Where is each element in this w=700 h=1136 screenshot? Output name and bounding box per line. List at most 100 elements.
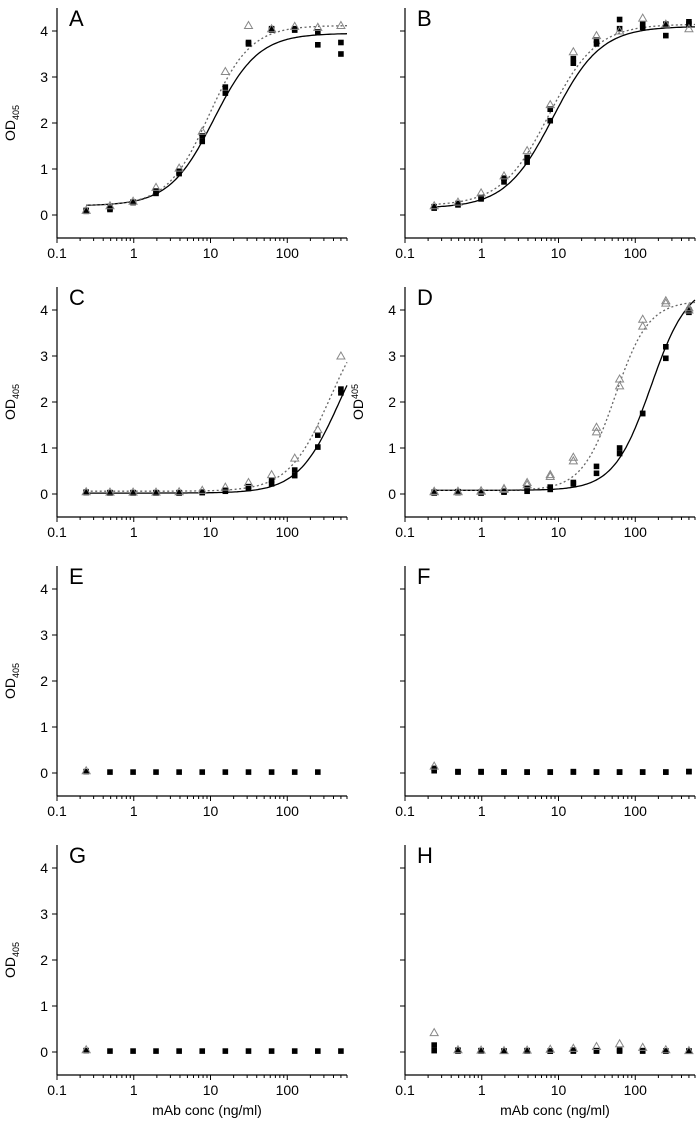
data-point-square — [315, 444, 321, 450]
data-point-square — [315, 1048, 321, 1054]
fit-curve-dotted — [434, 301, 696, 491]
data-point-square — [431, 489, 437, 495]
data-point-square — [83, 768, 89, 775]
y-tick-label: 2 — [388, 394, 396, 410]
x-tick-label: 100 — [276, 245, 300, 261]
data-point-triangle — [453, 197, 463, 206]
x-axis-label: mAb conc (ng/ml) — [152, 1102, 262, 1118]
y-tick-label: 3 — [40, 348, 48, 364]
data-point-square — [222, 90, 229, 96]
data-point-square — [547, 106, 554, 112]
fit-curve-solid — [434, 299, 696, 491]
data-point-square — [268, 1048, 275, 1054]
data-point-triangle — [660, 298, 671, 307]
data-point-square — [431, 1042, 437, 1048]
data-point-square — [570, 768, 577, 775]
y-tick-label: 1 — [388, 440, 396, 456]
data-point-triangle — [289, 453, 300, 462]
y-tick-label: 4 — [40, 860, 48, 876]
data-point-triangle — [174, 486, 184, 496]
data-point-triangle — [128, 487, 138, 496]
data-point-triangle — [684, 304, 694, 314]
data-point-square — [593, 463, 600, 470]
x-tick-label: 0.1 — [395, 803, 415, 819]
x-tick-label: 0.1 — [395, 524, 415, 540]
data-point-square — [130, 199, 136, 205]
data-point-square — [639, 410, 646, 417]
data-point-triangle — [453, 1044, 463, 1054]
data-point-square — [431, 203, 437, 210]
data-point-triangle — [151, 487, 161, 496]
x-tick-label: 10 — [551, 524, 567, 540]
data-point-square — [130, 489, 136, 496]
data-point-square — [501, 179, 507, 185]
data-point-square — [268, 769, 275, 775]
x-tick-label: 10 — [551, 1082, 567, 1098]
data-point-square — [199, 1048, 206, 1054]
y-axis-label: OD405 — [2, 663, 21, 699]
data-point-square — [547, 484, 554, 490]
data-point-triangle — [429, 200, 440, 210]
data-point-square — [291, 769, 298, 775]
data-point-triangle — [568, 1043, 579, 1052]
data-point-square — [107, 1048, 113, 1054]
x-tick-label: 1 — [130, 524, 138, 540]
data-point-square — [478, 768, 484, 775]
x-tick-label: 0.1 — [47, 803, 67, 819]
data-point-square — [107, 769, 113, 775]
x-tick-label: 0.1 — [395, 245, 415, 261]
x-tick-label: 10 — [551, 245, 567, 261]
data-point-square — [524, 159, 530, 165]
data-point-square — [455, 488, 461, 495]
data-point-square — [338, 1048, 344, 1054]
data-point-triangle — [591, 422, 602, 431]
data-point-square — [83, 489, 89, 495]
data-point-triangle — [105, 487, 115, 496]
data-point-triangle — [243, 477, 254, 486]
data-point-square — [107, 205, 113, 211]
data-point-square — [245, 483, 252, 490]
data-point-square — [153, 1048, 159, 1054]
panel-a: 0.1 1 10 100 0 1 2 3 4 OD405 A — [2, 6, 348, 261]
x-tick-label: 10 — [203, 803, 219, 819]
x-tick-label: 1 — [478, 524, 486, 540]
panel-label: F — [417, 564, 430, 589]
y-tick-label: 3 — [388, 348, 396, 364]
data-point-triangle — [545, 1044, 556, 1053]
data-point-square — [176, 1048, 182, 1054]
y-tick-label: 1 — [40, 161, 48, 177]
y-tick-label: 1 — [40, 998, 48, 1014]
x-tick-label: 100 — [624, 245, 648, 261]
y-tick-label: 0 — [40, 765, 48, 781]
data-point-triangle — [545, 471, 556, 481]
y-tick-label: 4 — [40, 581, 48, 597]
y-tick-label: 2 — [40, 952, 48, 968]
fit-curve-solid — [86, 33, 348, 206]
data-point-square — [199, 769, 206, 775]
data-point-triangle — [660, 1044, 671, 1054]
x-tick-label: 10 — [203, 1082, 219, 1098]
data-point-triangle — [81, 205, 92, 214]
data-point-triangle — [312, 22, 323, 31]
panel-label: E — [69, 564, 84, 589]
data-point-square — [639, 21, 646, 27]
x-tick-label: 100 — [624, 524, 648, 540]
data-point-triangle — [476, 187, 486, 197]
data-point-triangle — [545, 469, 556, 479]
data-point-square — [570, 55, 577, 62]
data-point-square — [268, 481, 275, 487]
data-point-triangle — [637, 321, 648, 330]
data-point-triangle — [476, 485, 486, 495]
data-point-triangle — [128, 196, 138, 205]
data-point-square — [686, 19, 692, 25]
y-tick-label: 3 — [40, 69, 48, 85]
data-point-triangle — [453, 486, 463, 495]
panel-e: 0.1 1 10 100 0 1 2 3 4 OD405 E — [2, 564, 348, 819]
data-point-square — [593, 41, 600, 47]
data-point-square — [547, 769, 554, 775]
data-point-square — [83, 207, 89, 214]
data-point-triangle — [499, 483, 509, 492]
data-point-square — [570, 1047, 577, 1053]
x-tick-label: 1 — [478, 245, 486, 261]
data-point-triangle — [637, 1042, 648, 1051]
